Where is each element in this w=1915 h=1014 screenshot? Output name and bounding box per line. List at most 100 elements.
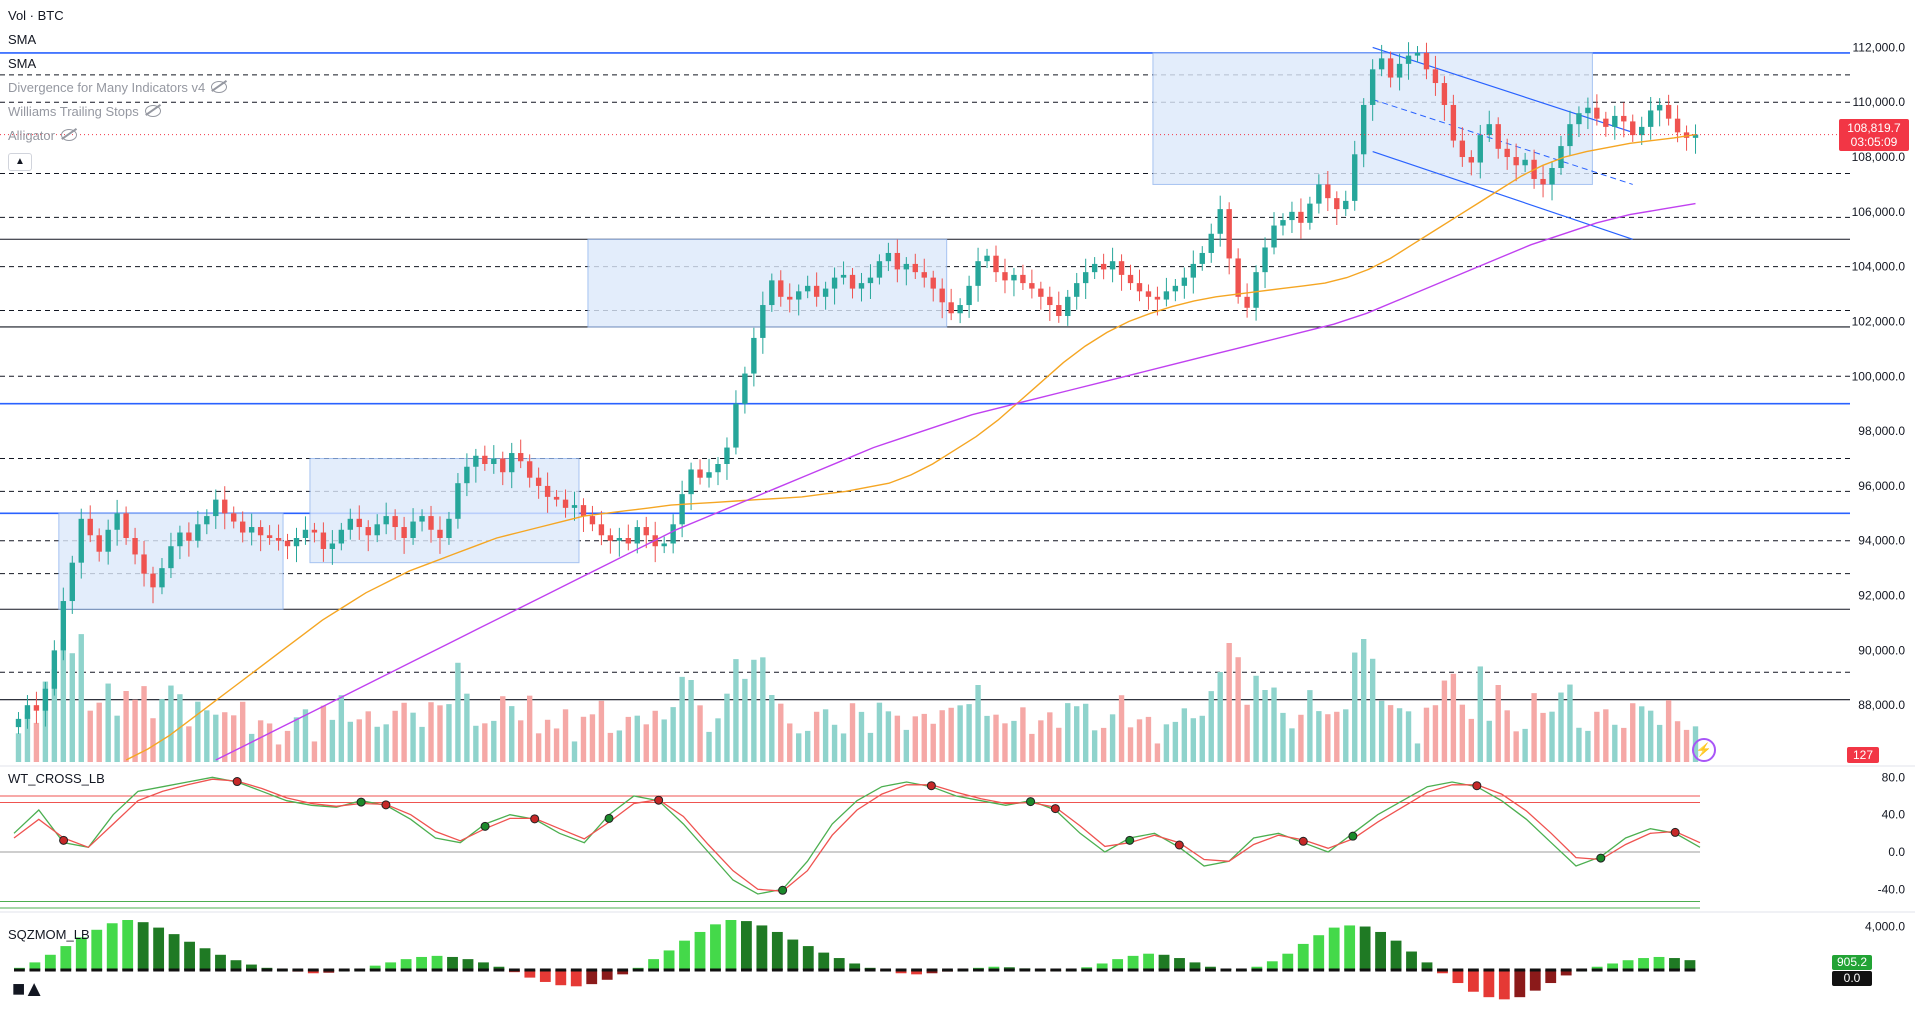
candle-body — [428, 516, 434, 530]
wt1-line — [13, 776, 1701, 895]
legend-sma-1[interactable]: SMA — [8, 32, 37, 47]
candle-body — [338, 529, 345, 544]
candle-body — [562, 499, 569, 508]
legend-sma-2[interactable]: SMA — [8, 56, 37, 71]
sqz-bar — [1266, 961, 1278, 970]
volume-bar — [114, 715, 120, 762]
sqz-zero-marker — [508, 968, 520, 972]
sqz-bar — [849, 963, 861, 970]
legend-divergence[interactable]: Divergence for Many Indicators v4 — [8, 80, 228, 96]
legend-williams-label: Williams Trailing Stops — [8, 104, 139, 119]
candle-body — [284, 540, 291, 547]
candle-body — [1540, 178, 1546, 185]
volume-bar — [150, 718, 156, 762]
sqz-zero-marker — [1421, 968, 1433, 972]
candle-body — [787, 296, 793, 300]
legend-alligator[interactable]: Alligator — [8, 128, 77, 144]
volume-bar — [867, 732, 874, 762]
eye-slash-icon[interactable] — [60, 129, 77, 141]
sqz-zero-marker — [1669, 968, 1680, 972]
sqz-bar — [1483, 970, 1495, 998]
legend-divergence-label: Divergence for Many Indicators v4 — [8, 80, 206, 95]
volume-bar — [876, 702, 883, 762]
sqz-bar — [44, 954, 56, 970]
sqz-bar — [1174, 958, 1185, 970]
volume-bar — [1639, 706, 1645, 762]
lightning-icon[interactable]: ⚡ — [1692, 738, 1716, 762]
candle-body — [78, 518, 84, 563]
legend-vol[interactable]: Vol · BTC — [8, 8, 64, 23]
wt-tick-label: 80.0 — [1882, 770, 1906, 784]
sqz-zero-marker — [29, 968, 41, 972]
volume-bar — [1029, 733, 1035, 762]
sqz-zero-marker — [1050, 968, 1062, 972]
legend-williams[interactable]: Williams Trailing Stops — [8, 104, 161, 120]
volume-bar — [742, 678, 748, 762]
volume-bar — [1567, 684, 1573, 762]
volume-bar — [248, 733, 255, 762]
eye-slash-icon[interactable] — [211, 81, 228, 93]
sqz-bar — [694, 931, 706, 970]
candle-body — [544, 485, 551, 497]
sqz-zero-marker — [1483, 968, 1495, 972]
volume-bar — [1298, 714, 1304, 762]
volume-bar — [509, 706, 515, 762]
volume-bar — [1549, 711, 1555, 762]
candle-body — [966, 285, 972, 306]
candle-body — [598, 524, 605, 536]
volume-bar — [213, 714, 219, 762]
moving-averages — [0, 133, 1850, 761]
candle-body — [1369, 69, 1376, 105]
candle-body — [1127, 274, 1134, 284]
sqz-bar — [926, 970, 938, 974]
sqz-zero-marker — [663, 968, 675, 972]
sqz-bar — [385, 962, 397, 970]
volume-bar — [903, 729, 910, 762]
volume-bar — [1343, 709, 1349, 762]
volume-bar — [1316, 711, 1322, 762]
candle-body — [213, 499, 219, 517]
sqz-zero-marker — [1390, 968, 1402, 972]
volume-bar — [1065, 703, 1071, 762]
candle-body — [688, 469, 694, 495]
volume-bar — [1145, 716, 1152, 762]
sqz-bar — [818, 952, 830, 970]
price-tick-label: 98,000.0 — [1858, 424, 1905, 438]
volume-bar — [1235, 657, 1241, 762]
sqz-bar — [648, 959, 660, 970]
candle-body — [858, 283, 865, 289]
eye-slash-icon[interactable] — [144, 105, 161, 117]
chevron-up-icon[interactable]: ▲ — [8, 153, 32, 171]
volume-bar — [580, 716, 587, 762]
sqz-bar — [1622, 960, 1634, 970]
tradingview-logo[interactable]: ■▲ — [12, 976, 45, 1001]
sqz-zero-marker — [1638, 968, 1649, 972]
sqz-zero-marker — [1406, 968, 1417, 972]
volume-bar — [921, 713, 927, 762]
candle-body — [1639, 126, 1645, 136]
volume-bar — [51, 669, 58, 762]
sqz-zero-marker — [1313, 968, 1325, 972]
candle-body — [1056, 305, 1062, 316]
sqz-zero-marker — [1560, 968, 1572, 972]
volume-bar — [1558, 692, 1564, 762]
candle-body — [1271, 225, 1277, 248]
candle-body — [51, 650, 58, 689]
sqz-zero-marker — [601, 968, 613, 972]
price-tick-label: 96,000.0 — [1858, 479, 1905, 493]
candle-body — [643, 527, 649, 536]
sqz-zero-marker — [215, 968, 226, 972]
sqz-bar — [1127, 955, 1139, 970]
candle-body — [840, 274, 847, 278]
price-tick-label: 108,000.0 — [1852, 150, 1906, 164]
volume-bar — [1002, 723, 1008, 762]
volume-bar — [571, 741, 578, 762]
sqz-zero-marker — [756, 968, 768, 972]
candle-body — [320, 532, 327, 549]
sqz-zero-marker — [1653, 968, 1665, 972]
sqz-bar — [106, 923, 118, 970]
candle-body — [526, 461, 533, 478]
volume-bar — [1011, 720, 1017, 762]
